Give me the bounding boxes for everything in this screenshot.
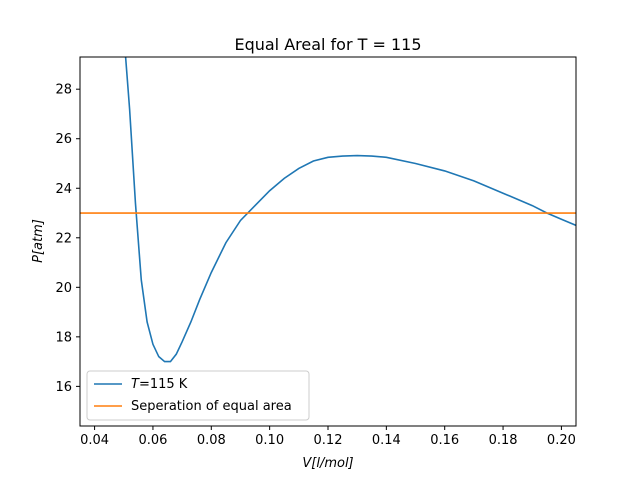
y-axis-label-unit: [atm]	[31, 219, 46, 255]
y-axis-label: P[atm]	[31, 219, 46, 263]
x-axis-label: V[l/mol]	[302, 456, 353, 471]
x-tick-label: 0.04	[80, 433, 109, 448]
x-tick-label: 0.10	[255, 433, 284, 448]
x-axis-label-main: V	[302, 456, 312, 471]
x-axis-label-unit: [l/mol]	[311, 456, 353, 471]
x-tick-label: 0.18	[489, 433, 518, 448]
y-tick-label: 24	[55, 182, 72, 197]
x-tick-label: 0.14	[372, 433, 401, 448]
x-tick-label: 0.06	[138, 433, 167, 448]
y-tick-label: 28	[55, 83, 72, 98]
y-tick-label: 18	[55, 330, 72, 345]
legend-label-0: T=115 K	[131, 377, 188, 392]
series-layer	[80, 57, 576, 363]
x-tick-label: 0.16	[430, 433, 459, 448]
y-axis-label-main: P	[31, 255, 46, 263]
y-tick-label: 22	[55, 231, 72, 246]
y-tick-label: 16	[55, 380, 72, 395]
legend-box	[86, 370, 310, 421]
x-tick-label: 0.12	[314, 433, 343, 448]
chart-title: Equal Areal for T = 115	[234, 35, 421, 54]
y-tick-label: 26	[55, 132, 72, 147]
x-tick-label: 0.20	[547, 433, 576, 448]
y-tick-label: 20	[55, 281, 72, 296]
series-line-0	[124, 57, 576, 363]
x-tick-label: 0.08	[197, 433, 226, 448]
legend-label-0-italic: T	[131, 377, 140, 392]
legend-label-0-rest: =115 K	[139, 377, 188, 392]
x-axis: 0.04 0.06 0.08 0.10 0.12 0.14 0.16 0.18 0.20	[80, 426, 576, 448]
legend: T=115 K Seperation of equal area	[86, 370, 310, 421]
y-axis: 16 18 20 22 24 26 28	[55, 83, 80, 395]
legend-label-1: Seperation of equal area	[131, 399, 292, 414]
